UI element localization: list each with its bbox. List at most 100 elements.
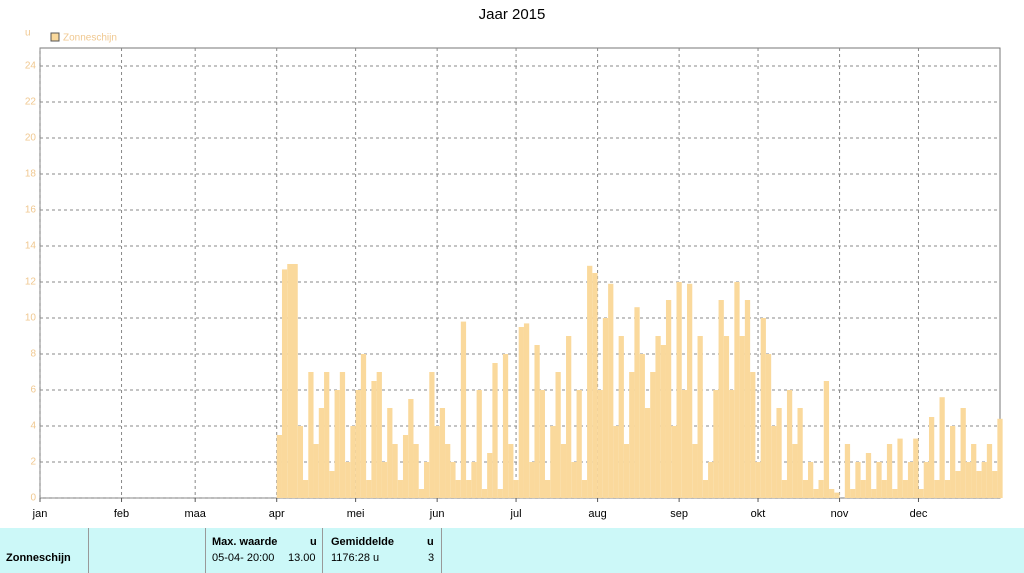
bar bbox=[471, 462, 477, 498]
bar bbox=[608, 283, 614, 498]
bar bbox=[560, 444, 567, 498]
y-tick-label: 14 bbox=[25, 241, 37, 252]
bar bbox=[350, 426, 356, 498]
bar bbox=[481, 489, 488, 498]
cell: Max. waarde u 05-04- 20:00 13.00 bbox=[206, 528, 323, 573]
cell: Zonneschijn bbox=[0, 528, 89, 573]
x-tick-label: jan bbox=[32, 508, 48, 520]
bar bbox=[718, 300, 724, 498]
x-tick-label: nov bbox=[831, 508, 849, 520]
bar bbox=[781, 480, 787, 498]
bar bbox=[613, 426, 619, 498]
bar bbox=[587, 265, 593, 498]
bar bbox=[497, 489, 503, 498]
row-label: Zonneschijn bbox=[6, 552, 71, 564]
bar bbox=[865, 453, 872, 498]
bar bbox=[855, 462, 861, 498]
bar bbox=[392, 444, 398, 498]
bar bbox=[318, 408, 325, 498]
y-tick-label: 16 bbox=[25, 205, 37, 216]
bar bbox=[555, 372, 561, 498]
y-tick-label: 18 bbox=[25, 169, 37, 180]
bar bbox=[697, 336, 703, 498]
x-tick-label: sep bbox=[670, 508, 688, 520]
time: 05-04- 20:00 bbox=[212, 552, 275, 564]
bar bbox=[939, 397, 945, 498]
bar bbox=[792, 444, 798, 498]
bar bbox=[965, 462, 972, 498]
bar bbox=[287, 264, 293, 498]
bar bbox=[297, 426, 304, 498]
bar bbox=[671, 426, 677, 498]
bar bbox=[502, 354, 509, 498]
bar bbox=[539, 390, 545, 498]
bar bbox=[918, 489, 924, 498]
bar bbox=[650, 372, 656, 498]
bar bbox=[928, 417, 935, 498]
bar bbox=[623, 444, 630, 498]
bar bbox=[676, 282, 682, 498]
bar bbox=[834, 492, 840, 498]
bar bbox=[723, 336, 730, 498]
bar bbox=[402, 435, 409, 498]
bar bbox=[981, 462, 987, 498]
bar bbox=[871, 489, 877, 498]
bar bbox=[876, 462, 882, 498]
y-tick-label: 0 bbox=[30, 493, 36, 504]
bar bbox=[960, 408, 966, 498]
bar bbox=[907, 462, 914, 498]
bar bbox=[529, 462, 535, 498]
chart: Jaar 2015 u Zonneschijn 0246810121416182… bbox=[25, 6, 1003, 520]
chart-title: Jaar 2015 bbox=[479, 6, 546, 23]
bar bbox=[334, 390, 340, 498]
bar bbox=[550, 426, 556, 498]
bar bbox=[345, 462, 351, 498]
y-tick-label: 2 bbox=[30, 457, 36, 468]
bar bbox=[581, 480, 588, 498]
stats-table: Zonneschijn Max. waarde u 05-04- 20:00 1… bbox=[0, 528, 1024, 573]
bar bbox=[371, 381, 377, 498]
bar bbox=[455, 480, 461, 498]
bar bbox=[487, 453, 493, 498]
bar bbox=[492, 363, 498, 498]
x-tick-label: jun bbox=[429, 508, 445, 520]
bar bbox=[639, 354, 645, 498]
header: Max. waarde bbox=[212, 536, 278, 548]
bar bbox=[592, 273, 598, 498]
bar bbox=[376, 372, 382, 498]
bar bbox=[618, 336, 624, 498]
bar bbox=[913, 438, 919, 498]
bar bbox=[439, 408, 446, 498]
bar bbox=[597, 390, 603, 498]
bar bbox=[802, 480, 808, 498]
legend-label: Zonneschijn bbox=[63, 33, 117, 44]
value: 3 bbox=[428, 552, 435, 564]
bar bbox=[518, 327, 524, 498]
x-tick-label: aug bbox=[588, 508, 606, 520]
bar bbox=[566, 336, 572, 498]
y-tick-label: 12 bbox=[25, 277, 37, 288]
bar bbox=[576, 390, 582, 498]
unit: u bbox=[427, 536, 434, 548]
cell bbox=[89, 528, 206, 573]
bar bbox=[429, 372, 435, 498]
bar bbox=[434, 426, 440, 498]
bar bbox=[786, 390, 793, 498]
bar bbox=[971, 444, 977, 498]
y-axis-label: u bbox=[25, 28, 31, 39]
bar bbox=[713, 390, 719, 498]
bar bbox=[281, 269, 288, 498]
bar bbox=[976, 471, 982, 498]
bar bbox=[408, 399, 414, 498]
bar bbox=[986, 444, 993, 498]
bar bbox=[829, 489, 835, 498]
bar bbox=[450, 462, 456, 498]
bar bbox=[523, 323, 530, 498]
bar bbox=[881, 480, 887, 498]
unit: u bbox=[310, 536, 317, 548]
y-tick-label: 20 bbox=[25, 133, 37, 144]
bar bbox=[992, 471, 998, 498]
bar bbox=[797, 408, 803, 498]
bar bbox=[571, 462, 577, 498]
x-tick-label: jul bbox=[510, 508, 522, 520]
